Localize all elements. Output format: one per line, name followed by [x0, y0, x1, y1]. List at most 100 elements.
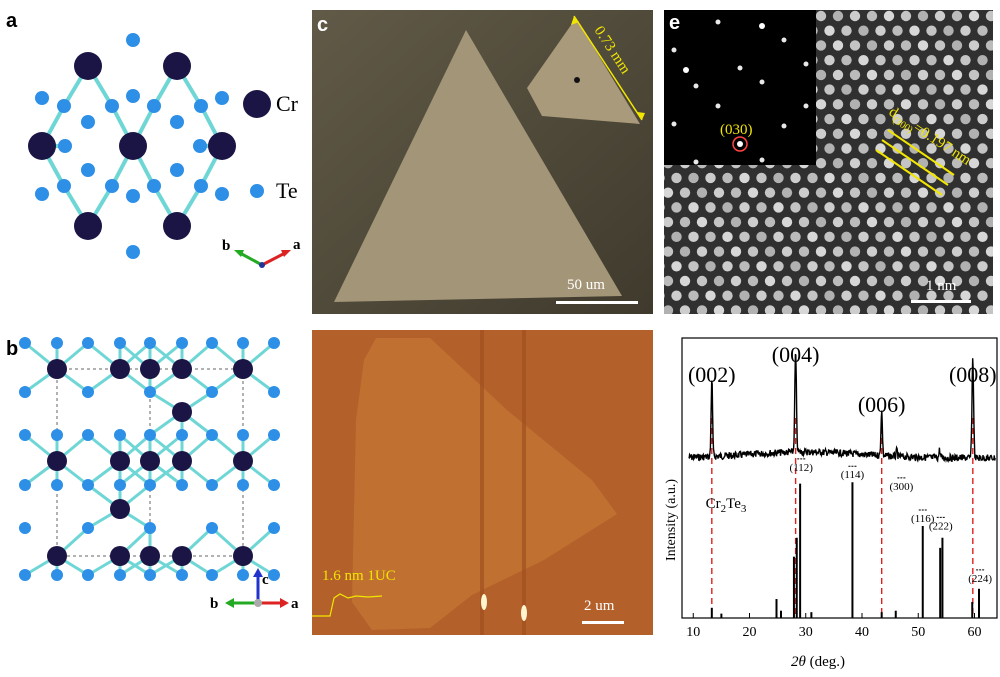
te-atom — [19, 429, 31, 441]
te-atom — [170, 163, 184, 177]
panel-label-c: c — [317, 14, 329, 36]
cr-atom — [28, 132, 56, 160]
te-atom — [82, 569, 94, 581]
te-atom — [144, 569, 156, 581]
cr-atom — [110, 359, 130, 379]
legend-cr-label: Cr — [276, 91, 299, 116]
te-atom — [206, 386, 218, 398]
te-atom — [194, 179, 208, 193]
cr-atom — [140, 359, 160, 379]
cr-atom — [208, 132, 236, 160]
scalebar-e-label: 1 nm — [926, 278, 957, 294]
legend-te-icon — [250, 184, 264, 198]
cr-atom — [163, 52, 191, 80]
cr-atom — [233, 546, 253, 566]
panel-e-hrtem-image: (030) d(300)=0.197 nm 1 nm e — [664, 10, 993, 314]
reference-peak-label: (112) — [790, 462, 814, 474]
peak-label: (002) — [688, 362, 736, 387]
axis-a-arrow — [261, 251, 286, 267]
cr-atom — [110, 499, 130, 519]
axis-b2-label: b — [210, 596, 218, 612]
te-atom — [268, 569, 280, 581]
te-atom — [147, 99, 161, 113]
te-atom — [144, 522, 156, 534]
te-atom — [237, 569, 249, 581]
small-flake — [527, 18, 640, 124]
te-atom — [193, 139, 207, 153]
panel-a-structure: Cr Te b a — [28, 33, 301, 268]
te-atom — [206, 429, 218, 441]
te-atom — [51, 337, 63, 349]
te-atom — [51, 429, 63, 441]
reference-peak-label: (114) — [841, 469, 865, 481]
cr-atom — [140, 451, 160, 471]
te-atom — [144, 337, 156, 349]
x-tick-label: 60 — [968, 625, 982, 640]
axis-a-label: a — [293, 237, 301, 253]
profile-label: 1.6 nm 1UC — [322, 568, 396, 584]
te-atom — [126, 245, 140, 259]
cr-atom — [47, 359, 67, 379]
large-flake — [334, 30, 622, 302]
panel-f-xrd-chart: Intensity (a.u.) 2θ (deg.) 10 20 30 40 50 60 (… — [664, 337, 998, 670]
peak-label: (008) — [949, 362, 997, 387]
reference-peak-label: (300) — [889, 481, 913, 493]
te-atom — [176, 429, 188, 441]
te-atom — [35, 187, 49, 201]
te-atom — [82, 522, 94, 534]
te-atom — [170, 115, 184, 129]
y-axis-label: Intensity (a.u.) — [664, 479, 679, 561]
scalebar-c-label: 50 um — [567, 277, 605, 293]
te-atom — [147, 179, 161, 193]
cr-atom — [172, 451, 192, 471]
legend-te-label: Te — [276, 178, 298, 203]
cr-atom — [110, 546, 130, 566]
panel-label-a: a — [6, 10, 18, 32]
cr-atom — [140, 546, 160, 566]
reference-peak-label: (222) — [929, 520, 953, 532]
cr-atom — [119, 132, 147, 160]
cr-atom — [110, 451, 130, 471]
te-atom — [126, 189, 140, 203]
te-atom — [215, 91, 229, 105]
te-atom — [82, 479, 94, 491]
te-atom — [82, 386, 94, 398]
cr-atom — [172, 402, 192, 422]
axis-b-arrow — [239, 251, 263, 267]
te-atom — [126, 89, 140, 103]
cr-atom — [74, 52, 102, 80]
te-atom — [51, 569, 63, 581]
te-atom — [268, 337, 280, 349]
spot-030-label: (030) — [720, 122, 753, 138]
panel-label-b: b — [6, 338, 19, 360]
x-axis-label: 2θ (deg.) — [791, 654, 845, 670]
scalebar-c — [556, 301, 638, 304]
plot-frame — [681, 337, 998, 619]
te-atom — [194, 99, 208, 113]
te-atom — [206, 522, 218, 534]
x-tick-label: 40 — [855, 625, 869, 640]
reference-phase-label: Cr2Te3 — [706, 496, 747, 515]
te-atom — [114, 479, 126, 491]
te-atom — [114, 569, 126, 581]
te-atom — [206, 569, 218, 581]
afm-flake — [352, 338, 617, 630]
cr-atom — [233, 451, 253, 471]
scalebar-d-label: 2 um — [584, 598, 615, 614]
peak-label: (004) — [772, 342, 820, 367]
axis-a2-label: a — [291, 596, 299, 612]
te-atom — [237, 337, 249, 349]
te-atom — [81, 115, 95, 129]
cr-atom — [172, 546, 192, 566]
cr-atom — [74, 212, 102, 240]
te-atom — [268, 479, 280, 491]
te-atom — [105, 99, 119, 113]
scalebar-d — [582, 621, 624, 624]
panel-label-e: e — [669, 12, 681, 34]
te-atom — [82, 337, 94, 349]
te-atom — [81, 163, 95, 177]
te-atom — [114, 337, 126, 349]
te-atom — [176, 337, 188, 349]
axis-c-label: c — [262, 572, 269, 588]
te-atom — [19, 522, 31, 534]
